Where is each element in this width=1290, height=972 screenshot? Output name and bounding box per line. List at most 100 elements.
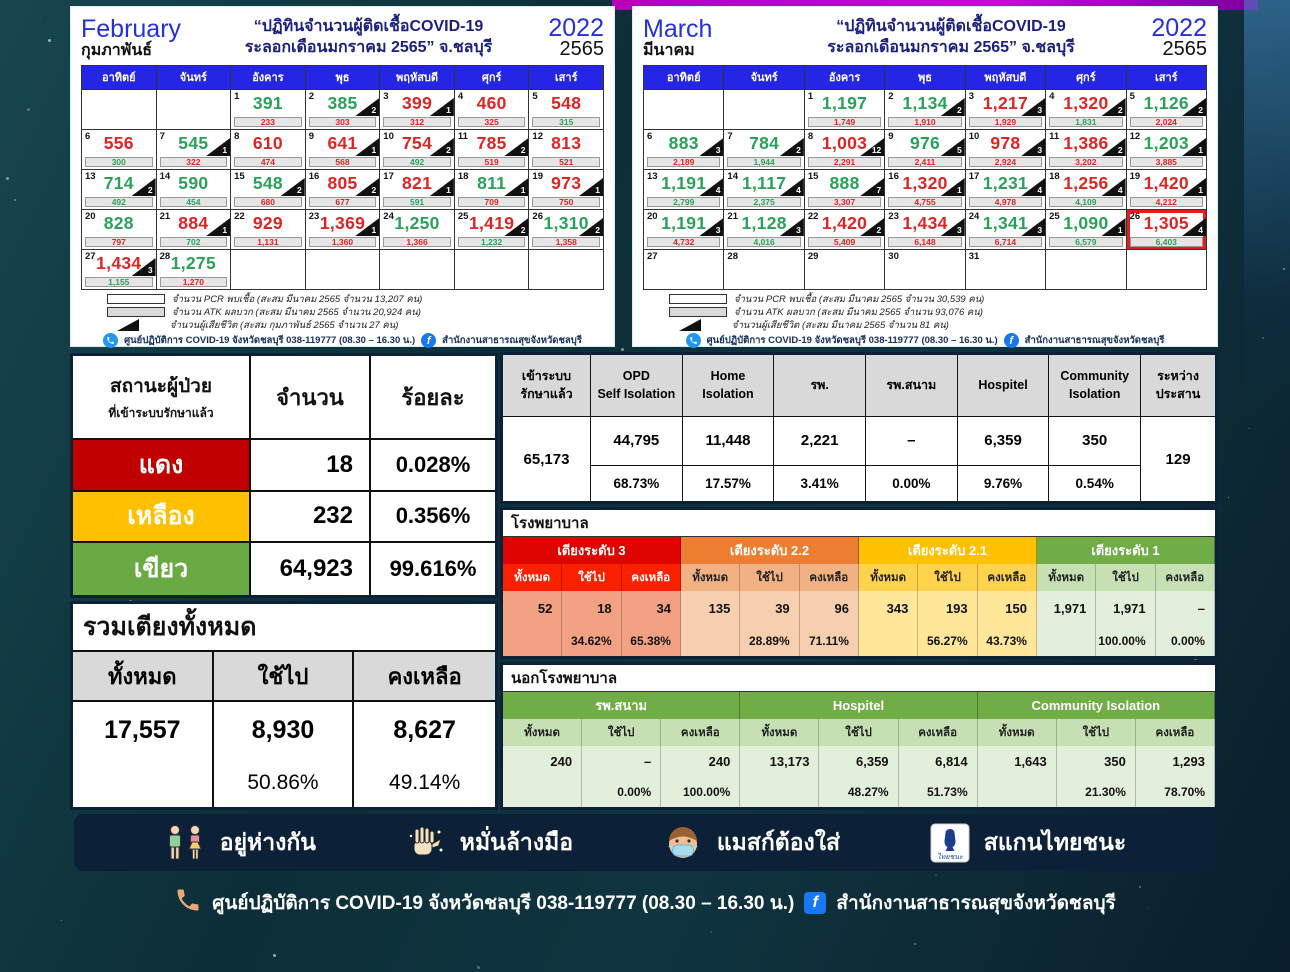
atk-count-strip: 5,409	[805, 236, 884, 249]
header-line: ระหว่าง	[1157, 369, 1199, 383]
calendar-day-cell: 21 884 1 702	[156, 210, 232, 250]
calendar-day-cell: 10 754 2 492	[380, 130, 455, 170]
calendar-day-cell: 18 1,256 4 4,109	[1046, 170, 1127, 210]
day-number: 22	[807, 211, 819, 222]
atk-count-strip	[306, 276, 380, 289]
death-count-badge: 1	[355, 138, 380, 156]
atk-positive-count: 1,155	[85, 277, 153, 287]
campaign-item: อยู่ห่างกัน	[164, 823, 316, 863]
patient-percent: 99.616%	[389, 556, 477, 582]
admission-column-header: Home Isolation	[682, 355, 774, 417]
atk-positive-count: 4,016	[727, 237, 801, 247]
star	[1139, 886, 1141, 888]
atk-count-strip	[805, 276, 884, 289]
death-count-badge: 7	[860, 178, 885, 196]
atk-positive-count: 1,749	[807, 117, 882, 127]
bed-count: 52	[503, 591, 563, 626]
atk-count-strip: 750	[529, 196, 603, 209]
calendar-day-cell: 3 1,217 3 1,929	[965, 90, 1047, 130]
bed-level-header: เตียงระดับ 3	[503, 537, 681, 564]
calendar-day-cell: 10 978 3 2,924	[965, 130, 1047, 170]
atk-positive-count: 797	[85, 237, 153, 247]
calendar-day-cell: 31	[965, 250, 1047, 290]
bed-percent: 34.62%	[562, 626, 622, 656]
hospital-beds-table: โรงพยาบาล เตียงระดับ 3 เตียงระดับ 2.2 เตีย…	[500, 507, 1218, 659]
day-of-week-header: ศุกร์	[1046, 66, 1127, 90]
calendar-title-line2: ระลอกเดือนมกราคม 2565” จ.ชลบุรี	[244, 39, 493, 56]
atk-positive-count: 1,831	[1049, 117, 1123, 127]
atk-count-strip: 312	[380, 116, 454, 129]
total-beds-title: รวมเตียงทั้งหมด	[73, 604, 495, 652]
calendar-day-cell: 17 1,231 4 4,978	[965, 170, 1047, 210]
day-number: 27	[85, 251, 96, 262]
calendar-title: “ปฏิทินจำนวนผู้ติดเชื้อCOVID-19 ระลอกเดื…	[769, 17, 1133, 59]
atk-count-strip: 4,732	[644, 236, 723, 249]
calendar-day-cell: 12 813 521	[529, 130, 604, 170]
atk-count-strip: 680	[231, 196, 305, 209]
calendar-day-cell: 13 714 2 492	[82, 170, 157, 210]
calendar-grid: อาทิตย์ จันทร์ อังคาร พุธ พฤหัสบดี ศุกร์ เสาร์…	[643, 65, 1207, 290]
day-cell-main: 6 883 3	[644, 130, 724, 156]
day-cell-main: 4 460	[455, 90, 529, 116]
patient-status-table: สถานะผู้ป่วย ที่เข้าระบบรักษาแล้ว จำนวน …	[70, 353, 498, 598]
calendar-day-cell: 20 1,191 3 4,732	[644, 210, 725, 250]
atk-positive-count: 2,024	[1129, 117, 1203, 127]
pcr-case-count: 1,231	[982, 172, 1029, 193]
day-cell-main: 9 641 1	[306, 130, 380, 156]
patient-status-header: สถานะผู้ป่วย ที่เข้าระบบรักษาแล้ว	[73, 356, 251, 440]
calendar-day-cell: 1 1,197 1,749	[804, 90, 886, 130]
atk-positive-count: 521	[532, 157, 600, 167]
day-number: 25	[1049, 211, 1060, 222]
day-number: 14	[727, 171, 738, 182]
calendar-day-cell: 15 548 2 680	[231, 170, 306, 210]
pcr-case-count: 399	[402, 92, 433, 113]
day-cell-main	[644, 90, 723, 116]
atk-positive-count: 1,360	[308, 237, 377, 247]
admission-table: เข้าระบบ รักษาแล้ว 65,173 OPD Self Isolation…	[500, 352, 1218, 504]
bed-percent: 78.70%	[1135, 777, 1215, 807]
campaign-item: หมั่นล้างมือ	[406, 823, 573, 863]
bed-subheader: คงเหลือ	[977, 564, 1037, 591]
day-number: 10	[383, 131, 394, 142]
calendar-day-cell: 29	[804, 250, 886, 290]
bed-percent	[503, 626, 563, 656]
calendar-day-cell: 8 1,003 12 2,291	[804, 130, 886, 170]
calendar-legend: จำนวน PCR พบเชื้อ (สะสม มีนาคม 2565 จำนว…	[107, 293, 604, 331]
pcr-case-count: 1,134	[902, 92, 948, 113]
bed-percent: 56.27%	[918, 626, 978, 656]
calendar-title: “ปฏิทินจำนวนผู้ติดเชื้อCOVID-19 ระลอกเดื…	[207, 17, 530, 59]
atk-positive-count: 312	[383, 117, 451, 127]
calendar-day-cell: 5 548 315	[529, 90, 604, 130]
calendar-day-cell: 6 883 3 2,189	[644, 130, 725, 170]
admission-column-body: 2,221 3.41%	[774, 417, 866, 501]
bed-subheader: ใช้ไป	[1096, 564, 1156, 591]
day-cell-main: 29	[805, 250, 884, 276]
outside-hospital-table: นอกโรงพยาบาล รพ.สนาม Hospitel Community Is…	[500, 662, 1218, 810]
calendar-day-cell: 27 1,434 3 1,155	[82, 250, 157, 290]
atk-count-strip: 1,358	[529, 236, 603, 249]
atk-positive-count: 2,291	[807, 157, 882, 167]
day-cell-main: 12 1,203 1	[1127, 130, 1206, 156]
death-count-badge: 2	[504, 138, 529, 156]
year-th: 2565	[1162, 38, 1208, 61]
bed-percent: 100.00%	[1096, 626, 1156, 656]
day-number: 7	[159, 131, 165, 142]
legend-label: จำนวน PCR พบเชื้อ (สะสม มีนาคม 2565 จำนว…	[734, 293, 985, 305]
day-cell-main: 3 399 1	[380, 90, 454, 116]
day-number: 18	[457, 171, 469, 182]
atk-count-strip: 300	[82, 156, 156, 169]
thaichana-icon: ไทยชนะ	[930, 823, 970, 863]
day-cell-main	[82, 90, 156, 116]
day-number: 1	[807, 91, 814, 102]
facebook-icon: f	[804, 891, 827, 914]
bed-count: 96	[799, 591, 859, 626]
day-number: 15	[807, 171, 819, 182]
pcr-case-count: 1,320	[902, 172, 948, 193]
day-of-week-header: ศุกร์	[454, 66, 530, 90]
star	[935, 874, 937, 876]
calendar-day-cell: 22 929 1,131	[231, 210, 306, 250]
header-line: OPD	[622, 369, 650, 383]
bed-level-header: รพ.สนาม	[503, 692, 741, 719]
day-cell-main: 18 1,256 4	[1046, 170, 1126, 196]
bed-percent: 50.86%	[247, 771, 319, 795]
